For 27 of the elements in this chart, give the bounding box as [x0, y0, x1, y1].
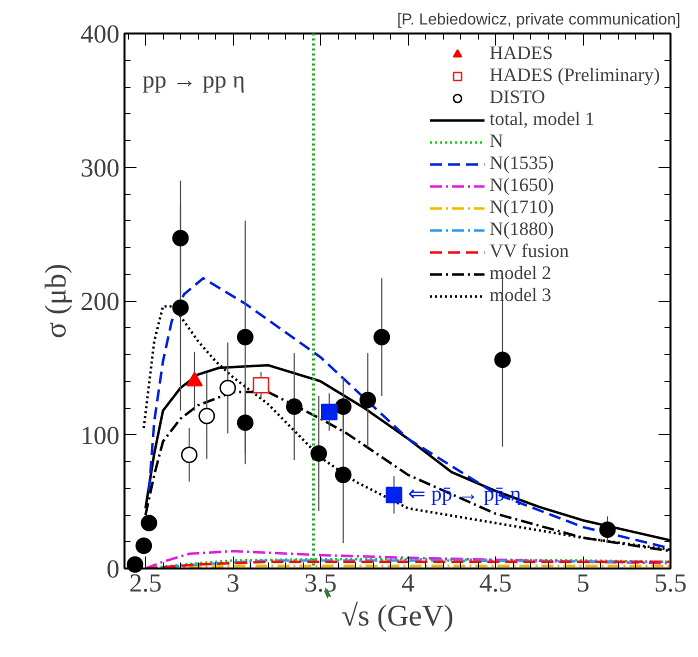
- y-tick-label: 300: [80, 153, 120, 182]
- annotation: pp → pp η: [142, 68, 246, 94]
- x-tick-label: 2.5: [129, 568, 162, 598]
- x-tick-label: 4.5: [479, 568, 512, 598]
- legend-label: N(1880): [490, 219, 554, 241]
- x-tick-label: 4: [402, 568, 414, 598]
- legend-label: N: [490, 131, 504, 153]
- legend-label: VV fusion: [490, 241, 569, 263]
- x-tick-label: 5: [576, 568, 590, 598]
- y-tick-label: 100: [80, 420, 120, 450]
- x-tick-label: 3: [226, 568, 240, 598]
- legend-label: N(1650): [490, 175, 554, 197]
- legend-label: N(1535): [490, 153, 554, 175]
- legend-label: HADES: [490, 43, 553, 65]
- y-tick-label: 200: [80, 287, 120, 316]
- legend-label: N(1710): [490, 197, 554, 219]
- text: [P. Lebiedowicz, private communication]: [397, 12, 680, 28]
- x-axis-title: √s (GeV): [341, 600, 454, 632]
- legend-label: DISTO: [490, 87, 546, 109]
- y-tick-label: 0: [106, 554, 120, 584]
- legend-label: HADES (Preliminary): [490, 65, 660, 87]
- x-tick-label: 5.5: [654, 568, 687, 598]
- y-axis-title: σ (μb): [40, 264, 72, 338]
- legend-label: total, model 1: [490, 109, 595, 131]
- x-tick-label: 3.5: [304, 568, 337, 598]
- legend-label: model 2: [490, 263, 552, 285]
- y-tick-label: 400: [80, 20, 120, 48]
